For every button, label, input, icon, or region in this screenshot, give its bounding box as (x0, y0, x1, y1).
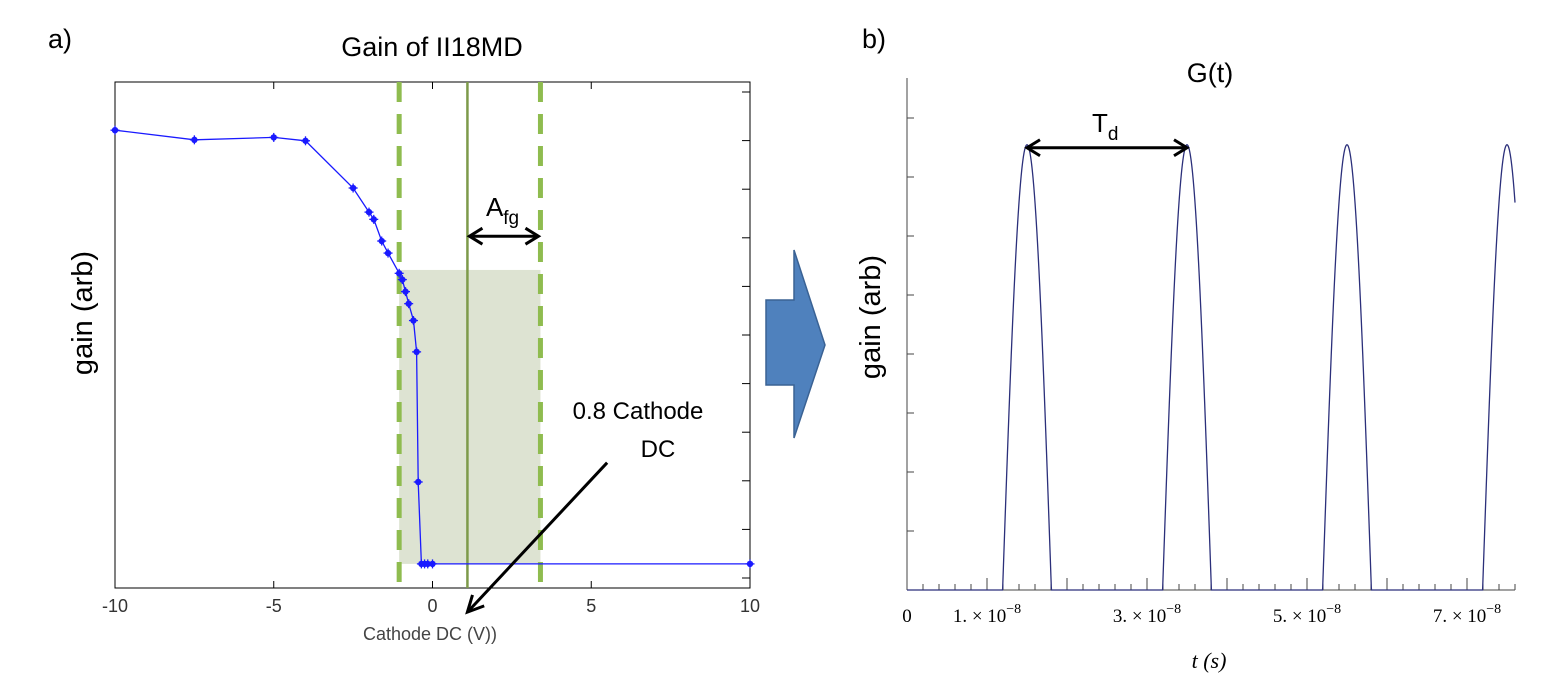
panel-a: a) Gain of II18MD gain (arb) -10 -5 0 5 10 A… (48, 24, 760, 644)
panel-a-label: a) (48, 24, 72, 54)
data-point (301, 136, 310, 146)
x-tick-label-a: 10 (740, 596, 760, 616)
data-point (369, 214, 379, 224)
x-tick-label-b: 1. × 10−8 (953, 602, 1021, 627)
data-point (404, 299, 414, 309)
x-tick-labels-b: 0 1. × 10−8 3. × 10−8 5. × 10−8 7. × 10−8 (902, 602, 1501, 627)
x-ticks-a: -10 -5 0 5 10 (102, 82, 760, 616)
chart-a-title: Gain of II18MD (341, 32, 523, 62)
data-point (408, 316, 418, 326)
data-point (189, 135, 199, 145)
afg-arrow-head-left (466, 226, 484, 246)
td-label: Td (1092, 108, 1118, 145)
x-tick-label-b: 7. × 10−8 (1433, 602, 1501, 627)
gain-curve (907, 144, 1516, 591)
afg-main: A (486, 192, 504, 222)
data-point (413, 477, 423, 487)
panel-b: b) G(t) gain (arb) 0 1. × 10−8 3. × 10−8 5.… (855, 24, 1516, 673)
series-markers (110, 125, 755, 569)
data-point (401, 287, 411, 297)
x-tick-label-a: 5 (586, 596, 596, 616)
x-tick-label-a: -5 (266, 596, 282, 616)
afg-sub: fg (503, 208, 519, 229)
y-ticks-a (742, 91, 750, 579)
data-point (348, 183, 358, 193)
chart-b-title: G(t) (1187, 58, 1234, 88)
td-arrow-head-left (1024, 138, 1041, 158)
annotation-arrow-head (465, 594, 485, 615)
afg-arrow-head-right (524, 226, 542, 246)
data-point (397, 275, 407, 285)
data-point (383, 248, 393, 258)
afg-label: Afg (486, 192, 519, 229)
data-point (110, 125, 120, 135)
data-point (269, 132, 279, 142)
annotation-arrow-shaft (466, 461, 609, 614)
data-point (745, 559, 755, 569)
y-ticks-b (907, 117, 914, 532)
afg-arrow (466, 226, 542, 246)
data-point (377, 236, 387, 246)
x-tick-label-b: 3. × 10−8 (1113, 602, 1181, 627)
transition-arrow (765, 249, 826, 439)
x-tick-label-b: 0 (902, 606, 912, 627)
chart-a-ylabel: gain (arb) (67, 251, 99, 375)
annotation-line1: 0.8 Cathode (573, 398, 704, 425)
td-arrow-head-right (1173, 138, 1190, 158)
data-point (412, 347, 422, 357)
x-tick-label-a: -10 (102, 596, 128, 616)
shaded-region (399, 269, 541, 564)
chart-b-xlabel: t (s) (1192, 648, 1227, 673)
annotation-line2: DC (641, 436, 676, 463)
annotation-arrow (465, 461, 609, 615)
x-tick-label-b: 5. × 10−8 (1273, 602, 1341, 627)
data-point (428, 559, 437, 569)
data-point (394, 268, 404, 278)
panel-b-label: b) (862, 24, 886, 54)
td-main: T (1092, 108, 1108, 138)
chart-a-xlabel: Cathode DC (V)) (363, 624, 497, 644)
data-point (364, 207, 374, 217)
td-arrow (1024, 138, 1190, 158)
x-tick-label-a: 0 (427, 596, 437, 616)
chart-b-ylabel: gain (arb) (855, 255, 887, 379)
td-sub: d (1108, 124, 1119, 145)
